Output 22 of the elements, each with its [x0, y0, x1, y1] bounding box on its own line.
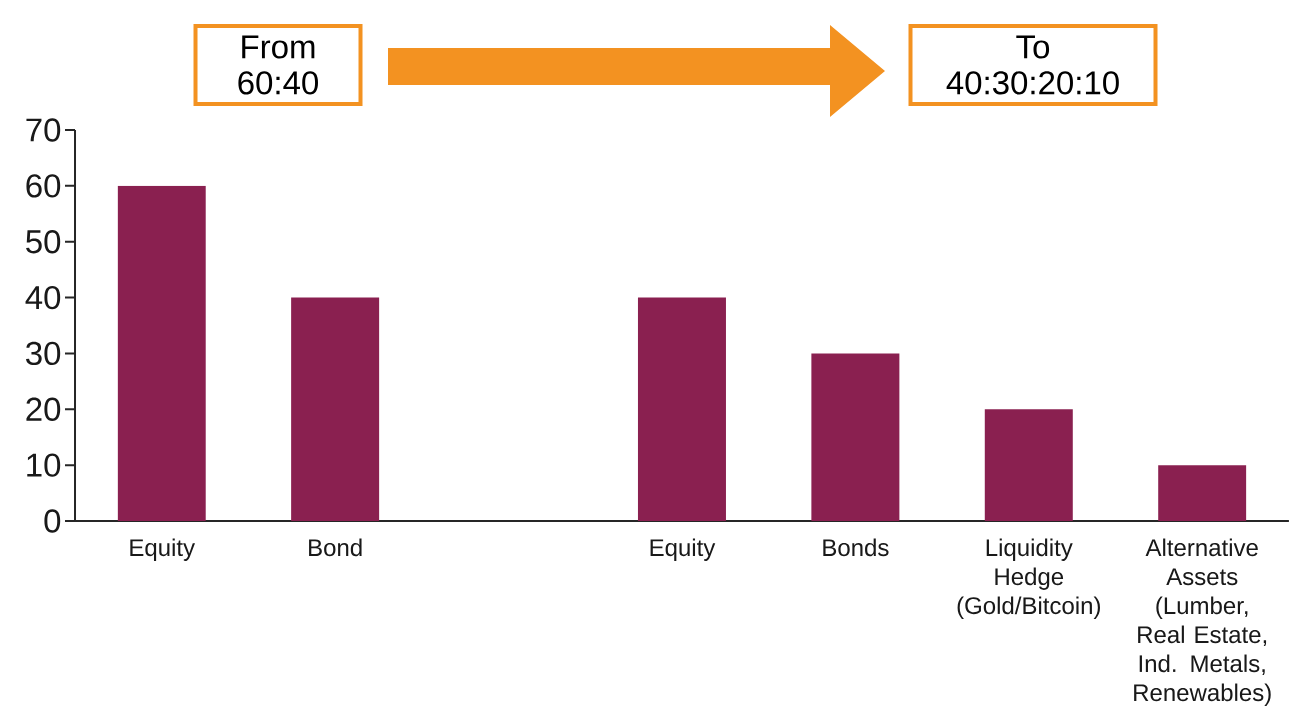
x-tick-label: Equity	[650, 538, 716, 561]
y-tick-label: 60	[26, 174, 61, 198]
x-tick-label: Bonds	[823, 538, 889, 557]
y-tick-label: 20	[26, 397, 61, 421]
y-tick-label: 30	[26, 341, 61, 366]
bar	[291, 297, 380, 521]
bar	[117, 185, 206, 521]
text: From 60:40	[238, 35, 318, 95]
y-tick-label: 50	[26, 230, 61, 254]
y-tick-label: 10	[27, 453, 61, 477]
y-tick-label: 70	[26, 118, 61, 142]
text: To 40:30:20:10	[946, 35, 1119, 95]
bar	[984, 409, 1073, 521]
bar	[1158, 465, 1247, 521]
x-tick-label: Equity	[130, 538, 196, 561]
x-tick-label: Alternative Assets (Lumber, Real Estate, Ind. Metals, Renewables)	[1134, 538, 1271, 706]
y-tick-label: 0	[44, 509, 61, 533]
bar	[637, 297, 726, 521]
x-tick-label: Liquidity Hedge (Gold/Bitcoin)	[957, 538, 1100, 619]
x-tick-label: Bond	[309, 538, 362, 557]
y-tick-label: 40	[25, 285, 61, 310]
bar	[811, 353, 900, 521]
